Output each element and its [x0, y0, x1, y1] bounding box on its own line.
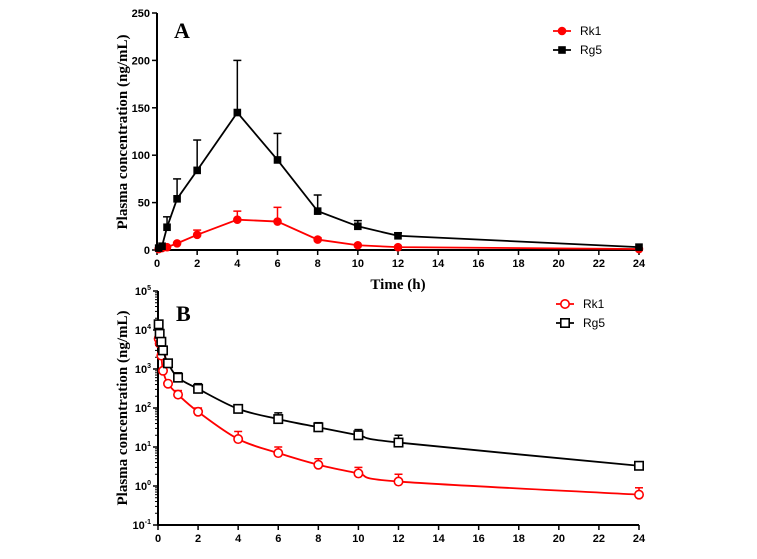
- panel-b-series-rg5-point: [193, 383, 204, 394]
- panel-b-series-rk1-point: [313, 459, 324, 470]
- panel-b-series-rk1-point: [173, 389, 184, 400]
- panel-a-legend-rg5-marker: [558, 46, 566, 54]
- panel-b-series-rg5-point: [393, 437, 404, 448]
- panel-b-x-tick-label: 20: [553, 533, 565, 545]
- panel-b-series-rk1-point: [158, 365, 169, 376]
- panel-b-series-rg5-point: [173, 372, 184, 383]
- panel-b-series-rg5-point: [153, 319, 164, 330]
- panel-b-series-rk1-line: [157, 338, 640, 496]
- panel-a-series-rg5-line: [158, 111, 640, 249]
- panel-b-label: B: [176, 301, 191, 326]
- panel-a-x-tick-label: 10: [352, 258, 364, 270]
- panel-a: A Plasma concentration (ng/mL) Time (h) …: [115, 8, 646, 293]
- panel-a-y-axis-title: Plasma concentration (ng/mL): [115, 35, 131, 230]
- panel-b-y-tick-label: 105: [135, 285, 151, 298]
- panel-a-series-rg5-point: [273, 156, 282, 164]
- panel-a-series-rg5-point: [233, 108, 242, 117]
- panel-b-legend-rk1-marker: [559, 298, 570, 309]
- panel-b-legend-rg5-marker: [559, 317, 570, 328]
- panel-a-series-rk1-point: [353, 240, 363, 250]
- panel-a-series-rk1-point: [313, 235, 322, 244]
- panel-b-y-tick-label: 104: [135, 324, 151, 337]
- panel-b-x-tick-label: 4: [235, 533, 242, 545]
- panel-b-series-rg5-point: [163, 358, 174, 369]
- panel-b-series-rk1-point: [273, 448, 284, 459]
- panel-b-x-tick-label: 18: [513, 533, 525, 545]
- panel-a-series-rg5-point: [173, 195, 181, 203]
- panel-b-series-rk1-point: [193, 406, 204, 417]
- panel-a-x-tick-label: 0: [154, 258, 160, 270]
- panel-b-series-rg5-point: [156, 336, 167, 347]
- panel-a-x-tick-label: 2: [194, 258, 200, 270]
- panel-a-series-rk1-point: [393, 242, 403, 252]
- panel-a-series-rg5-point: [163, 223, 171, 232]
- panel-b-y-tick-label: 10-1: [133, 519, 152, 532]
- panel-b-x-tick-label: 22: [593, 533, 605, 545]
- panel-a-x-tick-label: 4: [234, 258, 241, 270]
- panel-b-series-rk1-point: [353, 468, 364, 479]
- panel-b-legend-rg5-label: Rg5: [583, 316, 605, 330]
- panel-b-x-tick-label: 12: [392, 533, 404, 545]
- panel-a-y-tick-label: 50: [138, 198, 150, 210]
- panel-b: B Plasma concentration (ng/mL) 0 2 4 6 8 10 12…: [115, 285, 646, 545]
- panel-b-y-axis-title: Plasma concentration (ng/mL): [115, 311, 131, 506]
- panel-b-x-tick-label: 10: [352, 533, 364, 545]
- panel-a-series-rk1-point: [273, 217, 282, 226]
- panel-a-legend-rg5-label: Rg5: [580, 43, 602, 57]
- panel-a-x-tick-label: 16: [472, 258, 484, 270]
- panel-a-series-rg5-point: [313, 207, 322, 215]
- panel-b-x-tick-label: 24: [633, 533, 646, 545]
- panel-a-legend-rk1-label: Rk1: [580, 24, 602, 38]
- panel-a-x-tick-label: 18: [512, 258, 524, 270]
- panel-a-x-tick-label: 24: [633, 258, 646, 270]
- panel-b-x-tick-label: 8: [315, 533, 321, 545]
- panel-a-series-rg5-point: [354, 222, 362, 231]
- panel-a-y-tick-label: 200: [132, 55, 150, 67]
- panel-b-series-rg5-point: [353, 430, 364, 441]
- panel-a-x-tick-label: 14: [432, 258, 445, 270]
- panel-b-series-rk1-point: [393, 476, 404, 487]
- panel-a-series-rg5-point: [158, 242, 166, 251]
- panel-b-y-tick-label: 101: [135, 441, 151, 454]
- panel-b-x-tick-label: 14: [432, 533, 445, 545]
- panel-b-x-tick-label: 6: [275, 533, 281, 545]
- panel-a-x-tick-label: 12: [392, 258, 404, 270]
- panel-b-series-rg5-point: [158, 345, 169, 356]
- panel-a-series-rk1-point: [192, 230, 202, 240]
- panel-a-legend-rk1-marker: [557, 26, 567, 36]
- panel-a-x-tick-label: 8: [315, 258, 321, 270]
- panel-a-y-tick-label: 100: [132, 150, 150, 162]
- panel-b-series-rk1-point: [163, 378, 174, 389]
- panel-b-x-tick-label: 2: [195, 533, 201, 545]
- panel-a-series-rg5-point: [394, 231, 402, 240]
- panel-a-label: A: [174, 18, 190, 43]
- panel-a-series-rg5-point: [193, 166, 201, 175]
- panel-a-series-rk1-point: [233, 215, 242, 224]
- panel-a-x-tick-label: 20: [553, 258, 565, 270]
- panel-b-series-rg5-point: [233, 403, 244, 414]
- panel-b-series-rg5-point: [633, 460, 644, 471]
- panel-b-y-tick-label: 100: [135, 480, 151, 493]
- panel-a-series-rg5-point: [635, 243, 643, 251]
- panel-a-series-rk1-point: [172, 239, 182, 248]
- panel-b-x-tick-label: 16: [473, 533, 485, 545]
- panel-a-y-tick-label: 250: [132, 8, 150, 20]
- panel-b-legend-rk1-label: Rk1: [583, 297, 605, 311]
- panel-b-series-rg5-point: [154, 328, 165, 339]
- panel-a-x-axis-title: Time (h): [370, 277, 425, 293]
- panel-b-series-rg5-point: [313, 422, 324, 433]
- panel-b-x-tick-label: 0: [155, 533, 161, 545]
- panel-b-y-tick-label: 103: [135, 363, 151, 376]
- panel-b-series-rg5-point: [273, 414, 284, 425]
- panel-a-x-tick-label: 6: [274, 258, 280, 270]
- panel-a-y-tick-label: 0: [144, 245, 150, 257]
- panel-b-series-rk1-point: [633, 489, 644, 500]
- panel-b-y-tick-label: 102: [135, 402, 151, 415]
- panel-a-y-tick-label: 150: [132, 103, 150, 115]
- panel-b-series-rk1-point: [233, 434, 244, 445]
- panel-a-x-tick-label: 22: [593, 258, 605, 270]
